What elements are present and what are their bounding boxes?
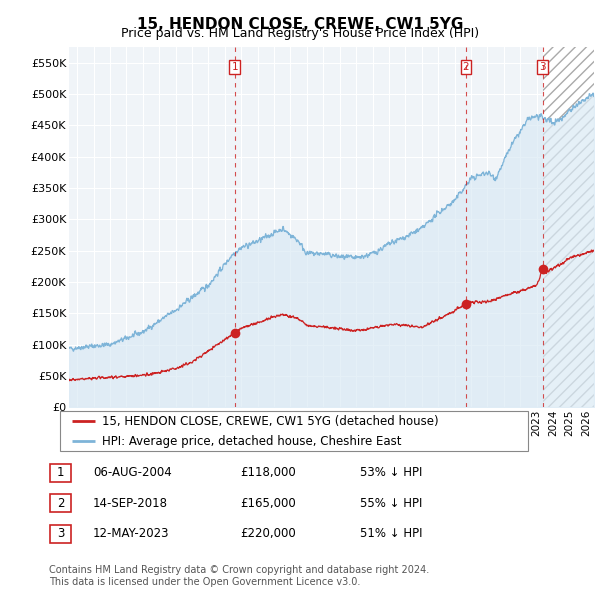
Text: 15, HENDON CLOSE, CREWE, CW1 5YG: 15, HENDON CLOSE, CREWE, CW1 5YG [137, 17, 463, 31]
Text: Contains HM Land Registry data © Crown copyright and database right 2024.
This d: Contains HM Land Registry data © Crown c… [49, 565, 430, 587]
Text: 1: 1 [57, 466, 64, 479]
Text: 12-MAY-2023: 12-MAY-2023 [93, 527, 170, 540]
Text: 3: 3 [57, 527, 64, 540]
Text: 51% ↓ HPI: 51% ↓ HPI [360, 527, 422, 540]
Text: £118,000: £118,000 [240, 466, 296, 479]
Text: 15, HENDON CLOSE, CREWE, CW1 5YG (detached house): 15, HENDON CLOSE, CREWE, CW1 5YG (detach… [102, 415, 439, 428]
Text: 55% ↓ HPI: 55% ↓ HPI [360, 497, 422, 510]
Text: 14-SEP-2018: 14-SEP-2018 [93, 497, 168, 510]
Text: £165,000: £165,000 [240, 497, 296, 510]
Text: 53% ↓ HPI: 53% ↓ HPI [360, 466, 422, 479]
Text: 1: 1 [232, 61, 238, 71]
Text: 06-AUG-2004: 06-AUG-2004 [93, 466, 172, 479]
Text: 2: 2 [57, 497, 64, 510]
Text: HPI: Average price, detached house, Cheshire East: HPI: Average price, detached house, Ches… [102, 435, 401, 448]
Text: 2: 2 [463, 61, 469, 71]
Bar [542, 47, 594, 407]
Text: Price paid vs. HM Land Registry's House Price Index (HPI): Price paid vs. HM Land Registry's House … [121, 27, 479, 40]
Text: 3: 3 [539, 61, 546, 71]
Text: £220,000: £220,000 [240, 527, 296, 540]
